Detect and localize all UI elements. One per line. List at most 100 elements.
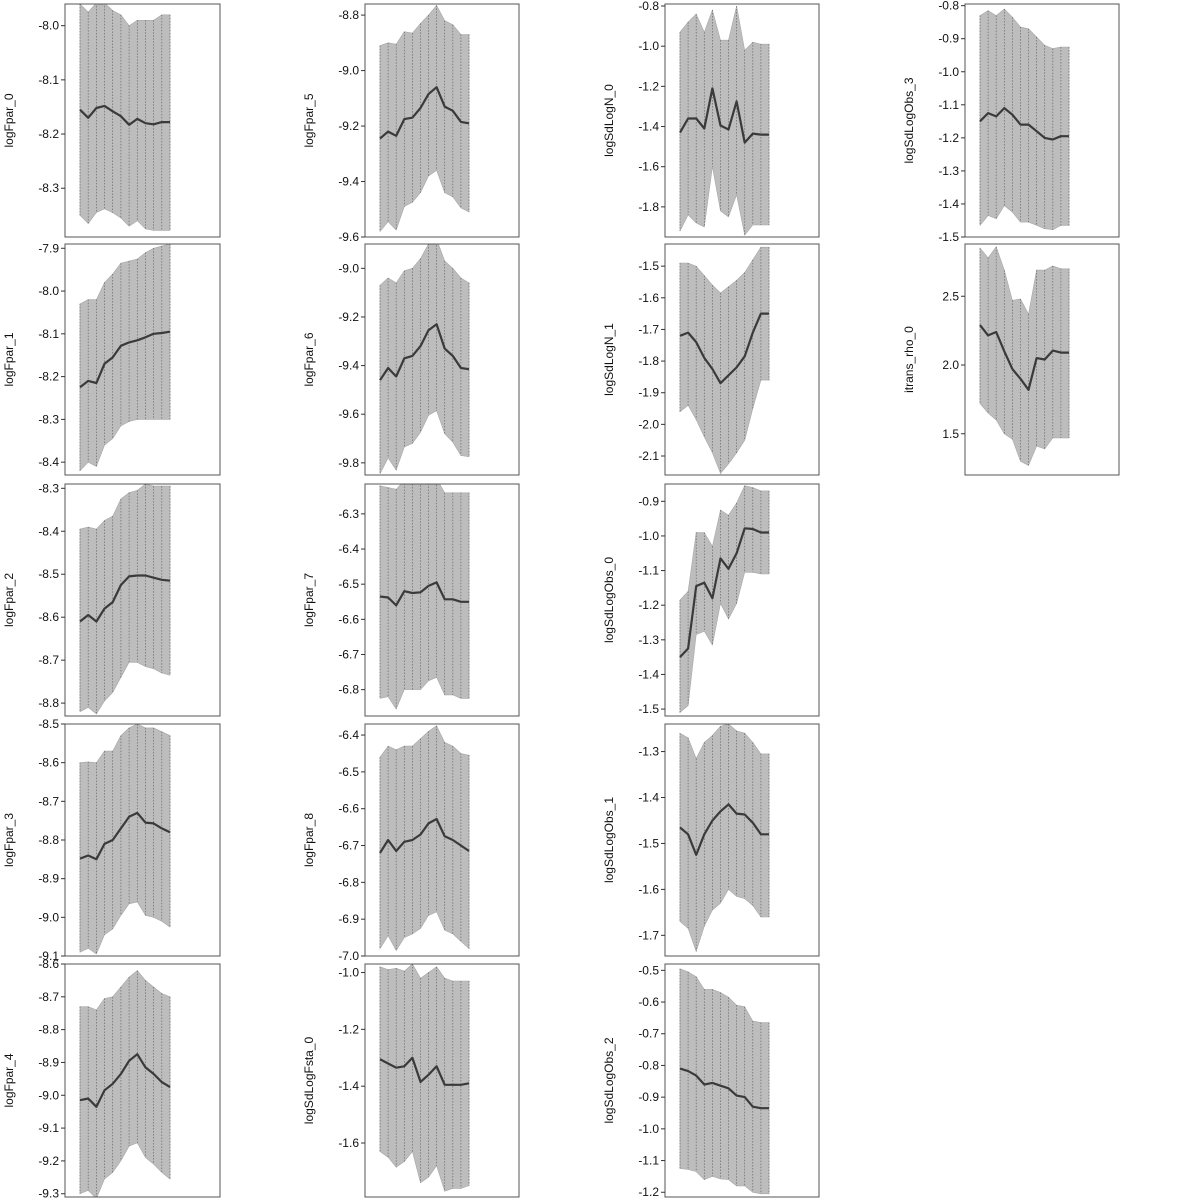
panel-plot-area bbox=[79, 244, 171, 472]
y-tick-label: -8.8 bbox=[38, 1023, 59, 1037]
y-tick-label: -1.7 bbox=[638, 928, 659, 942]
panel-logSdLogObs_0: -0.9 -1.0 -1.1 -1.2 -1.3 -1.4 -1.5 logSdLogObs_… bbox=[602, 483, 820, 717]
panel-logFpar_0: -8.0 -8.1 -8.2 -8.3 logFpar_0 bbox=[2, 3, 221, 238]
y-tick-label: -1.2 bbox=[638, 1185, 659, 1199]
y-tick-label: -1.1 bbox=[638, 564, 659, 578]
y-tick-label: -6.7 bbox=[338, 647, 359, 661]
mean-line bbox=[379, 86, 470, 140]
y-tick-label: -8.7 bbox=[38, 653, 59, 667]
panel-logSdLogN_1: -1.5 -1.6 -1.7 -1.8 -1.9 -2.0 -2.1 logSdLogN_1 bbox=[602, 243, 820, 476]
y-tick-label: -2.0 bbox=[638, 417, 659, 431]
panel-logFpar_6: -9.0 -9.2 -9.4 -9.6 -9.8 logFpar_6 bbox=[302, 243, 520, 476]
panel-logSdLogN_0: -0.8 -1.0 -1.2 -1.4 -1.6 -1.8 logSdLogN_0 bbox=[602, 0, 820, 238]
y-axis-label: logSdLogN_1 bbox=[602, 323, 616, 396]
y-tick-label: -8.5 bbox=[38, 717, 59, 731]
mean-line bbox=[379, 323, 470, 381]
panel-frame bbox=[964, 243, 1120, 476]
panel-logFpar_7: -6.3 -6.4 -6.5 -6.6 -6.7 -6.8 logFpar_7 bbox=[302, 483, 520, 717]
y-tick-label: -6.3 bbox=[338, 507, 359, 521]
y-tick-label: -6.8 bbox=[338, 683, 359, 697]
y-axis-label: itrans_rho_0 bbox=[902, 326, 916, 393]
y-tick-label: -0.6 bbox=[638, 995, 659, 1009]
mean-line bbox=[679, 803, 769, 857]
y-tick-label: -9.1 bbox=[38, 1121, 59, 1135]
mean-line bbox=[79, 330, 171, 389]
uncertainty-band bbox=[79, 4, 171, 231]
y-axis-label: logSdLogN_0 bbox=[602, 84, 616, 157]
uncertainty-band bbox=[679, 724, 770, 953]
y-tick-label: -8.2 bbox=[38, 370, 59, 384]
uncertainty-band bbox=[679, 5, 770, 236]
panel-frame bbox=[964, 3, 1120, 238]
y-tick-label: -1.0 bbox=[638, 529, 659, 543]
y-axis-label: logFpar_5 bbox=[302, 93, 316, 147]
y-tick-label: -1.5 bbox=[638, 702, 659, 716]
panel-frame bbox=[664, 723, 820, 957]
y-tick-label: -9.3 bbox=[38, 1187, 59, 1200]
y-tick-label: -1.3 bbox=[938, 164, 959, 178]
y-tick-label: -9.2 bbox=[38, 1154, 59, 1168]
mean-line bbox=[679, 527, 769, 658]
mean-line bbox=[79, 574, 171, 623]
panel-plot-area bbox=[679, 724, 770, 953]
y-tick-label: -6.5 bbox=[338, 577, 359, 591]
y-tick-label: -8.6 bbox=[38, 957, 59, 971]
y-tick-label: -1.4 bbox=[638, 667, 659, 681]
y-tick-label: -9.0 bbox=[38, 1088, 59, 1102]
y-axis-label: logFpar_0 bbox=[2, 93, 16, 147]
panel-frame bbox=[64, 3, 221, 238]
panel-logFpar_2: -8.3 -8.4 -8.5 -8.6 -8.7 -8.8 logFpar_2 bbox=[2, 481, 221, 717]
panel-plot-area bbox=[379, 964, 470, 1192]
y-tick-label: -0.9 bbox=[938, 32, 959, 46]
y-tick-label: -1.0 bbox=[638, 1122, 659, 1136]
y-tick-label: -1.4 bbox=[638, 791, 659, 805]
y-tick-label: -1.3 bbox=[638, 633, 659, 647]
y-tick-label: -8.3 bbox=[38, 412, 59, 426]
y-axis-label: logFpar_6 bbox=[302, 332, 316, 386]
y-tick-label: -1.0 bbox=[938, 65, 959, 79]
y-tick-label: -1.4 bbox=[638, 120, 659, 134]
y-tick-label: -8.5 bbox=[38, 567, 59, 581]
y-axis-label: logFpar_4 bbox=[2, 1053, 16, 1107]
panel-logFpar_5: -8.8 -9.0 -9.2 -9.4 -9.6 logFpar_5 bbox=[302, 3, 520, 244]
panel-plot-area bbox=[79, 4, 171, 231]
y-axis-label: logFpar_2 bbox=[2, 573, 16, 627]
panel-plot-area bbox=[679, 5, 770, 236]
y-axis-label: logFpar_8 bbox=[302, 813, 316, 867]
panel-logSdLogObs_3: -0.8 -0.9 -1.0 -1.1 -1.2 -1.3 -1.4 -1.5 logSdLog… bbox=[902, 0, 1120, 244]
y-tick-label: -1.8 bbox=[638, 354, 659, 368]
y-tick-label: -8.2 bbox=[38, 127, 59, 141]
mean-line bbox=[679, 87, 769, 144]
mean-line bbox=[379, 1056, 470, 1086]
panel-plot-area bbox=[679, 485, 770, 714]
uncertainty-band bbox=[679, 968, 770, 1195]
y-tick-label: -2.1 bbox=[638, 449, 659, 463]
y-tick-label: -8.8 bbox=[338, 8, 359, 22]
y-tick-label: -9.0 bbox=[38, 910, 59, 924]
y-tick-label: -6.4 bbox=[338, 542, 359, 556]
panel-itrans_rho_0: 2.5 2.0 1.5 itrans_rho_0 bbox=[902, 243, 1120, 476]
y-tick-label: -1.2 bbox=[638, 598, 659, 612]
uncertainty-band bbox=[79, 484, 171, 715]
uncertainty-band bbox=[379, 725, 470, 952]
y-tick-label: 2.5 bbox=[942, 289, 959, 303]
y-tick-label: -8.1 bbox=[38, 327, 59, 341]
y-tick-label: -6.6 bbox=[338, 802, 359, 816]
y-tick-label: -6.5 bbox=[338, 765, 359, 779]
y-tick-label: -8.0 bbox=[38, 19, 59, 33]
y-tick-label: -6.4 bbox=[338, 728, 359, 742]
y-tick-label: -1.5 bbox=[638, 259, 659, 273]
y-tick-label: -1.1 bbox=[638, 1154, 659, 1168]
y-tick-label: -6.9 bbox=[338, 912, 359, 926]
y-tick-label: -1.6 bbox=[638, 160, 659, 174]
panel-frame bbox=[64, 483, 221, 717]
uncertainty-band bbox=[79, 970, 171, 1197]
y-tick-label: -1.2 bbox=[938, 131, 959, 145]
panel-plot-area bbox=[379, 725, 470, 952]
y-tick-label: -9.8 bbox=[338, 456, 359, 470]
panel-frame bbox=[364, 723, 520, 957]
panel-plot-area bbox=[79, 970, 171, 1197]
y-tick-label: -0.7 bbox=[638, 1027, 659, 1041]
panel-plot-area bbox=[79, 484, 171, 715]
y-axis-label: logFpar_1 bbox=[2, 332, 16, 386]
